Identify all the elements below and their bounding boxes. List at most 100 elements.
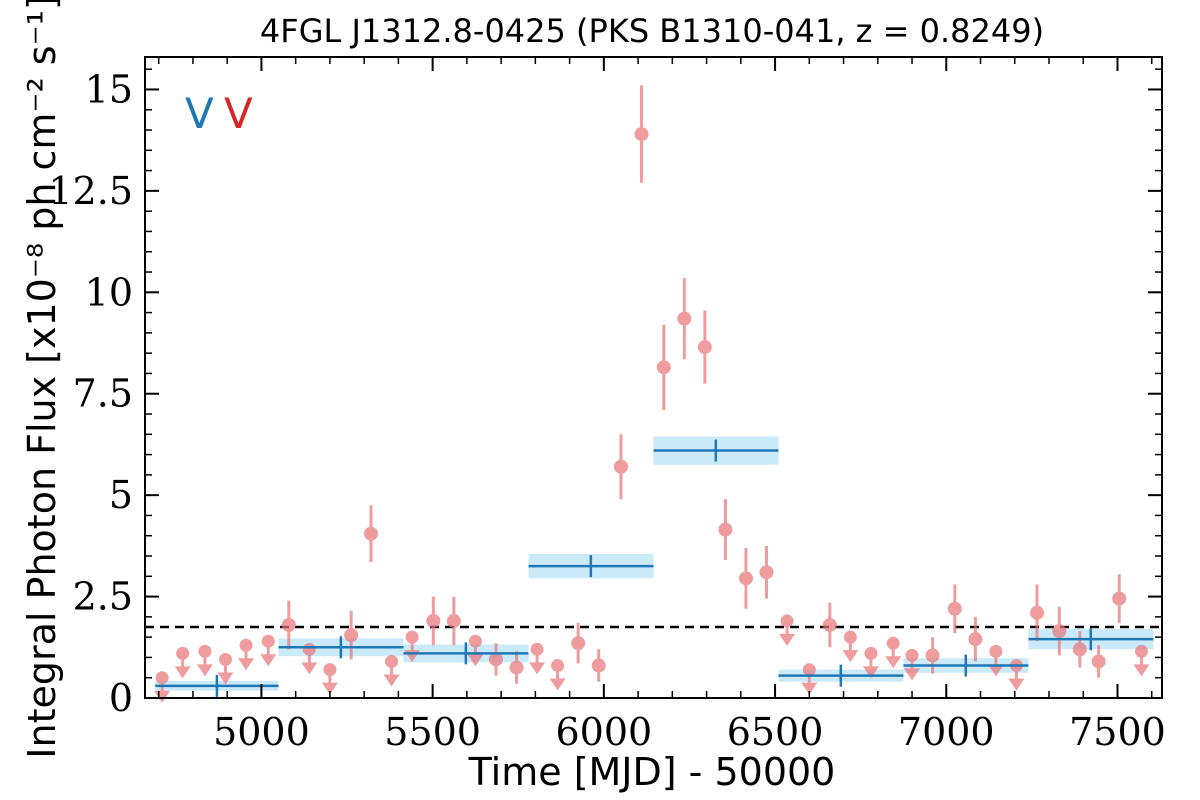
y-tick-label: 10 <box>85 270 133 314</box>
chart-title: 4FGL J1312.8-0425 (PKS B1310-041, z = 0.… <box>260 12 1044 50</box>
detection-dot <box>1091 654 1106 669</box>
y-tick-label: 2.5 <box>73 575 133 619</box>
upper-limit-marker <box>862 646 879 679</box>
upper-limit-arrow <box>260 654 277 667</box>
detection-point <box>364 505 378 563</box>
y-tick-label: 15 <box>85 67 133 111</box>
upper-limit-marker <box>217 652 234 685</box>
upper-limit-marker <box>174 646 191 679</box>
x-axis-label: Time [MJD] - 50000 <box>468 750 836 794</box>
y-tick-label: 7.5 <box>73 372 133 416</box>
x-tick-label: 7500 <box>1069 710 1166 754</box>
upper-limit-arrow <box>383 674 400 687</box>
upper-limit-marker <box>1008 659 1025 691</box>
detection-dot <box>1030 605 1045 620</box>
y-axis-label: Integral Photon Flux [x10⁻⁸ ph cm⁻² s⁻¹] <box>20 0 64 759</box>
upper-limit-arrow <box>196 664 213 677</box>
detection-dot <box>947 601 962 616</box>
detection-point <box>925 637 940 674</box>
y-tick-label: 0 <box>109 676 133 720</box>
upper-limit-arrow <box>885 656 902 669</box>
upper-limit-marker <box>383 654 400 687</box>
upper-limit-marker <box>529 642 546 675</box>
detection-point <box>697 310 712 384</box>
detection-dot <box>634 127 649 142</box>
upper-limit-marker <box>238 638 255 671</box>
detection-dot <box>426 613 441 628</box>
detection-dot <box>759 565 774 580</box>
upper-limit-arrow <box>154 690 171 703</box>
detection-point <box>656 324 671 410</box>
detection-point <box>968 616 983 662</box>
upper-limit-marker <box>196 644 213 677</box>
upper-limit-arrow <box>1008 678 1025 691</box>
upper-limit-arrow <box>842 650 859 663</box>
upper-limit-arrow <box>321 682 338 695</box>
detection-dot <box>677 311 692 326</box>
detection-point <box>1030 584 1045 642</box>
x-tick-label: 5000 <box>213 710 310 754</box>
detection-dot <box>718 522 733 537</box>
detection-point <box>677 278 692 360</box>
detection-dot <box>1052 624 1067 639</box>
upper-limit-marker <box>885 636 902 669</box>
upper-limit-arrow <box>862 666 879 679</box>
detection-dot <box>364 526 378 541</box>
upper-limit-arrow <box>801 682 818 695</box>
upper-limit-arrow <box>1133 664 1150 677</box>
detection-dot <box>822 617 837 632</box>
detection-point <box>1091 645 1106 678</box>
detection-point <box>634 85 649 183</box>
x-tick-label: 6000 <box>555 710 652 754</box>
upper-limit-marker <box>260 634 277 667</box>
detection-dot <box>697 340 712 355</box>
detection-dot <box>925 648 940 663</box>
upper-limit-arrow <box>301 662 318 675</box>
legend-entry-blue: V <box>185 89 214 138</box>
upper-limit-arrow <box>779 633 796 646</box>
upper-limit-arrow <box>549 678 566 691</box>
upper-limit-marker <box>842 630 859 663</box>
upper-limit-marker <box>779 614 796 646</box>
detection-point <box>613 434 628 500</box>
detection-dot <box>591 658 606 673</box>
detection-point <box>759 545 774 599</box>
detection-dot <box>738 571 753 586</box>
detection-point <box>1072 631 1087 668</box>
upper-limit-marker <box>801 663 818 695</box>
detection-point <box>738 547 753 609</box>
upper-limit-arrow <box>904 668 921 681</box>
upper-limit-arrow <box>174 666 191 679</box>
detection-point <box>1052 606 1067 656</box>
detection-point <box>1112 574 1127 623</box>
upper-limit-arrow <box>238 658 255 671</box>
x-tick-label: 5500 <box>384 710 481 754</box>
upper-limit-arrow <box>217 672 234 685</box>
detection-dot <box>509 660 524 675</box>
detection-dot <box>656 360 671 375</box>
upper-limit-arrow <box>529 662 546 675</box>
detection-point <box>509 651 524 684</box>
detection-point <box>281 600 296 650</box>
detection-dot <box>488 652 503 667</box>
legend: V V <box>185 89 253 138</box>
detection-dot <box>344 628 359 643</box>
detection-dot <box>613 459 628 474</box>
upper-limit-marker <box>1133 644 1150 677</box>
plot-frame <box>144 56 1163 699</box>
detection-dot <box>1072 642 1087 657</box>
detection-dot <box>446 613 461 628</box>
x-tick-label: 6500 <box>727 710 824 754</box>
detection-point <box>718 499 733 561</box>
detection-dot <box>571 636 586 651</box>
detection-point <box>344 610 359 660</box>
upper-limit-marker <box>321 663 338 695</box>
upper-limit-marker <box>904 648 921 681</box>
detection-point <box>446 596 461 646</box>
detection-point <box>591 649 606 682</box>
detection-point <box>822 602 837 648</box>
detection-dot <box>281 617 296 632</box>
detection-point <box>488 643 503 676</box>
x-tick-label: 7000 <box>898 710 995 754</box>
